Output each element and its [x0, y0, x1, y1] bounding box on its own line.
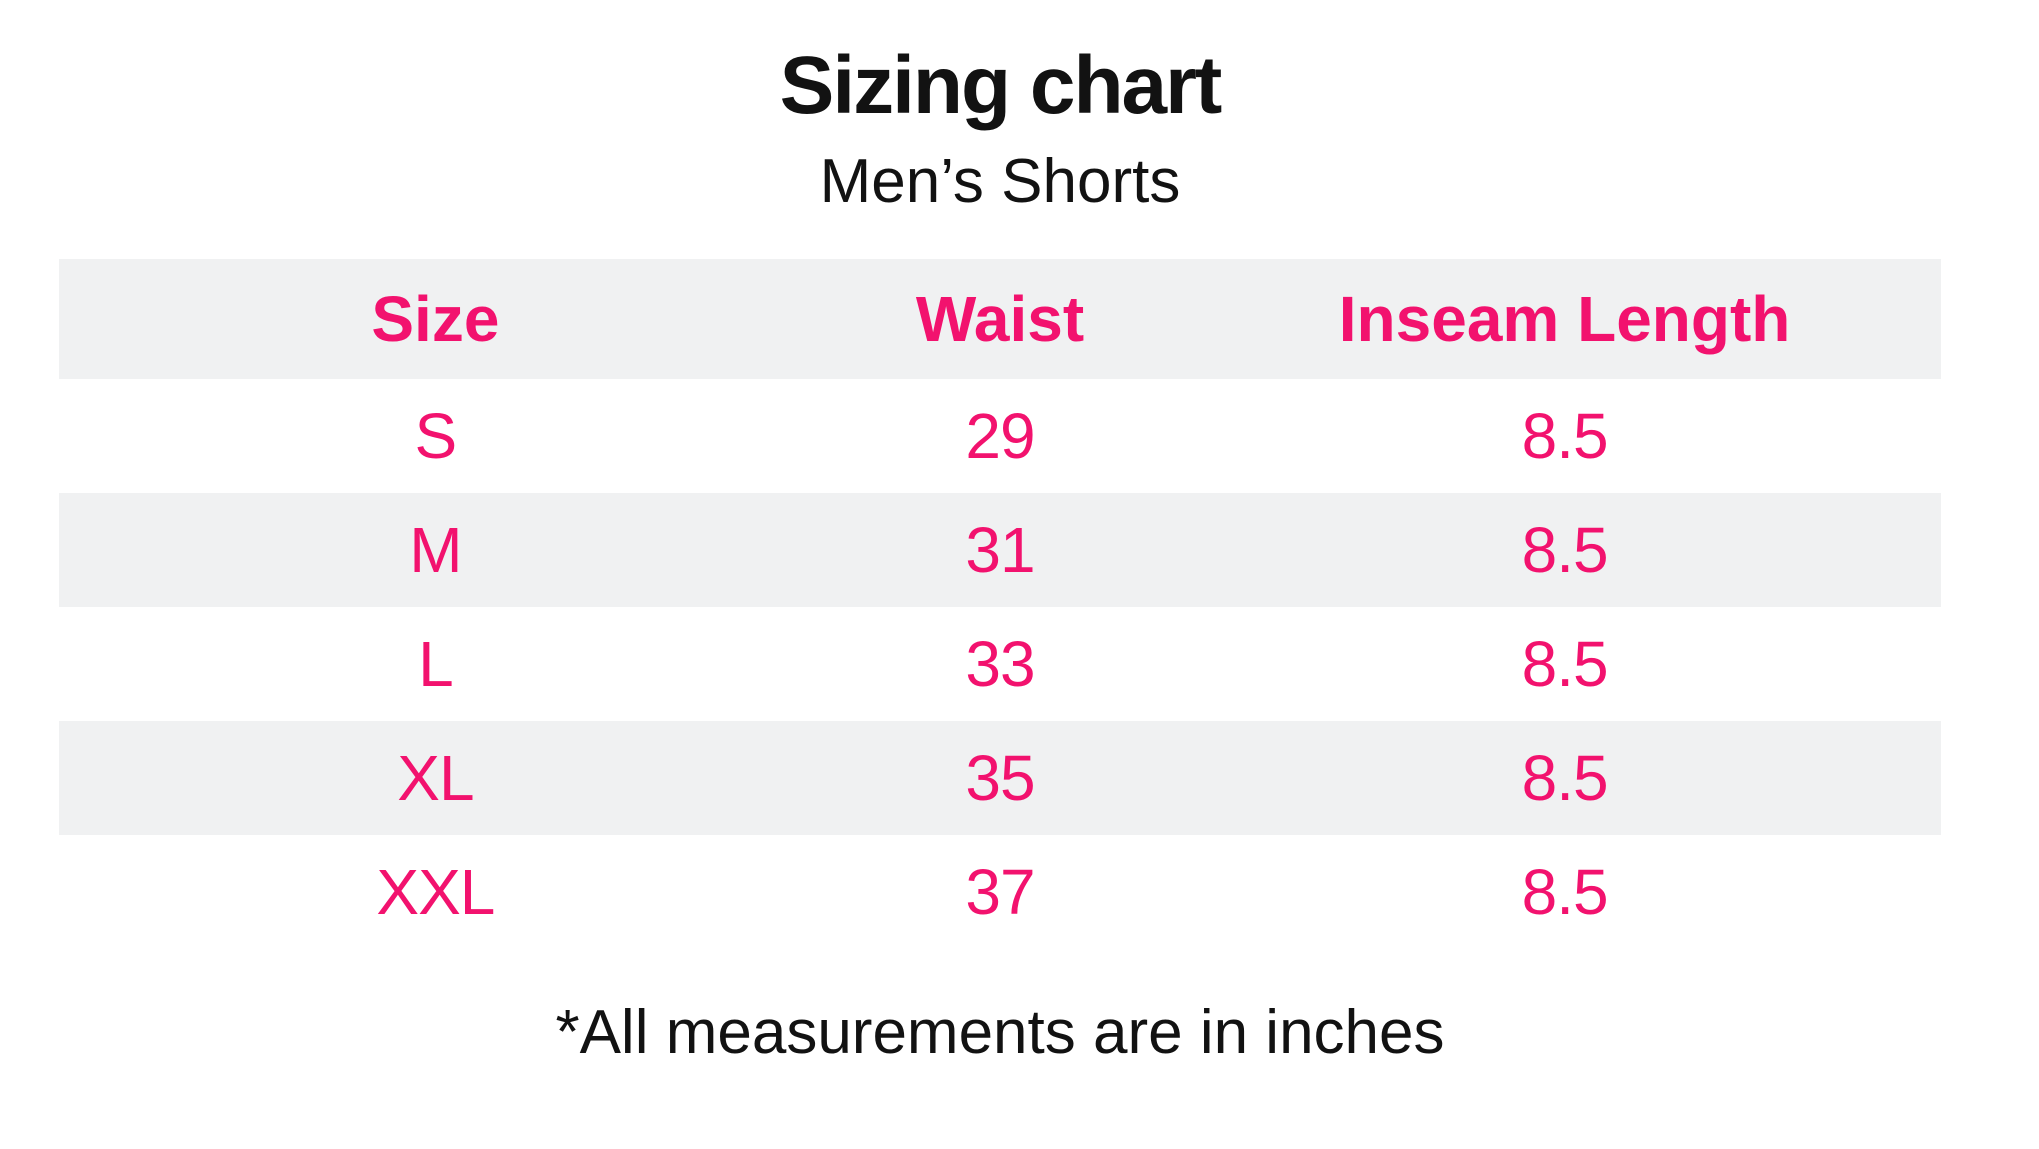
inseam-value: 8.5	[1521, 514, 1609, 587]
size-value: XL	[397, 742, 474, 815]
waist-value: 35	[965, 742, 1035, 815]
sizing-table: Size Waist Inseam Length S 29 8.5 M 31 8…	[59, 259, 1941, 949]
sizing-chart-page: Sizing chart Men’s Shorts Size Waist Ins…	[59, 0, 1941, 1068]
page-title: Sizing chart	[779, 40, 1223, 131]
waist-value: 33	[965, 628, 1035, 701]
table-row-s: S 29 8.5	[59, 379, 1941, 493]
column-header-inseam-length: Inseam Length	[1338, 283, 1791, 356]
table-header-row: Size Waist Inseam Length	[59, 259, 1941, 380]
inseam-value: 8.5	[1521, 400, 1609, 473]
inseam-value: 8.5	[1521, 628, 1609, 701]
size-value: M	[409, 514, 462, 587]
waist-value: 29	[965, 400, 1035, 473]
table-row-xxl: XXL 37 8.5	[59, 835, 1941, 949]
inseam-value: 8.5	[1521, 856, 1609, 929]
size-value: S	[414, 400, 458, 473]
page-subtitle: Men’s Shorts	[819, 146, 1181, 216]
measurements-footnote: *All measurements are in inches	[555, 998, 1445, 1068]
column-header-waist: Waist	[915, 283, 1085, 356]
table-row-xl: XL 35 8.5	[59, 721, 1941, 836]
size-value: L	[418, 628, 454, 701]
table-row-m: M 31 8.5	[59, 493, 1941, 608]
column-header-size: Size	[371, 283, 500, 356]
waist-value: 31	[965, 514, 1035, 587]
table-row-l: L 33 8.5	[59, 607, 1941, 721]
waist-value: 37	[965, 856, 1035, 929]
size-value: XXL	[376, 856, 495, 929]
inseam-value: 8.5	[1521, 742, 1609, 815]
